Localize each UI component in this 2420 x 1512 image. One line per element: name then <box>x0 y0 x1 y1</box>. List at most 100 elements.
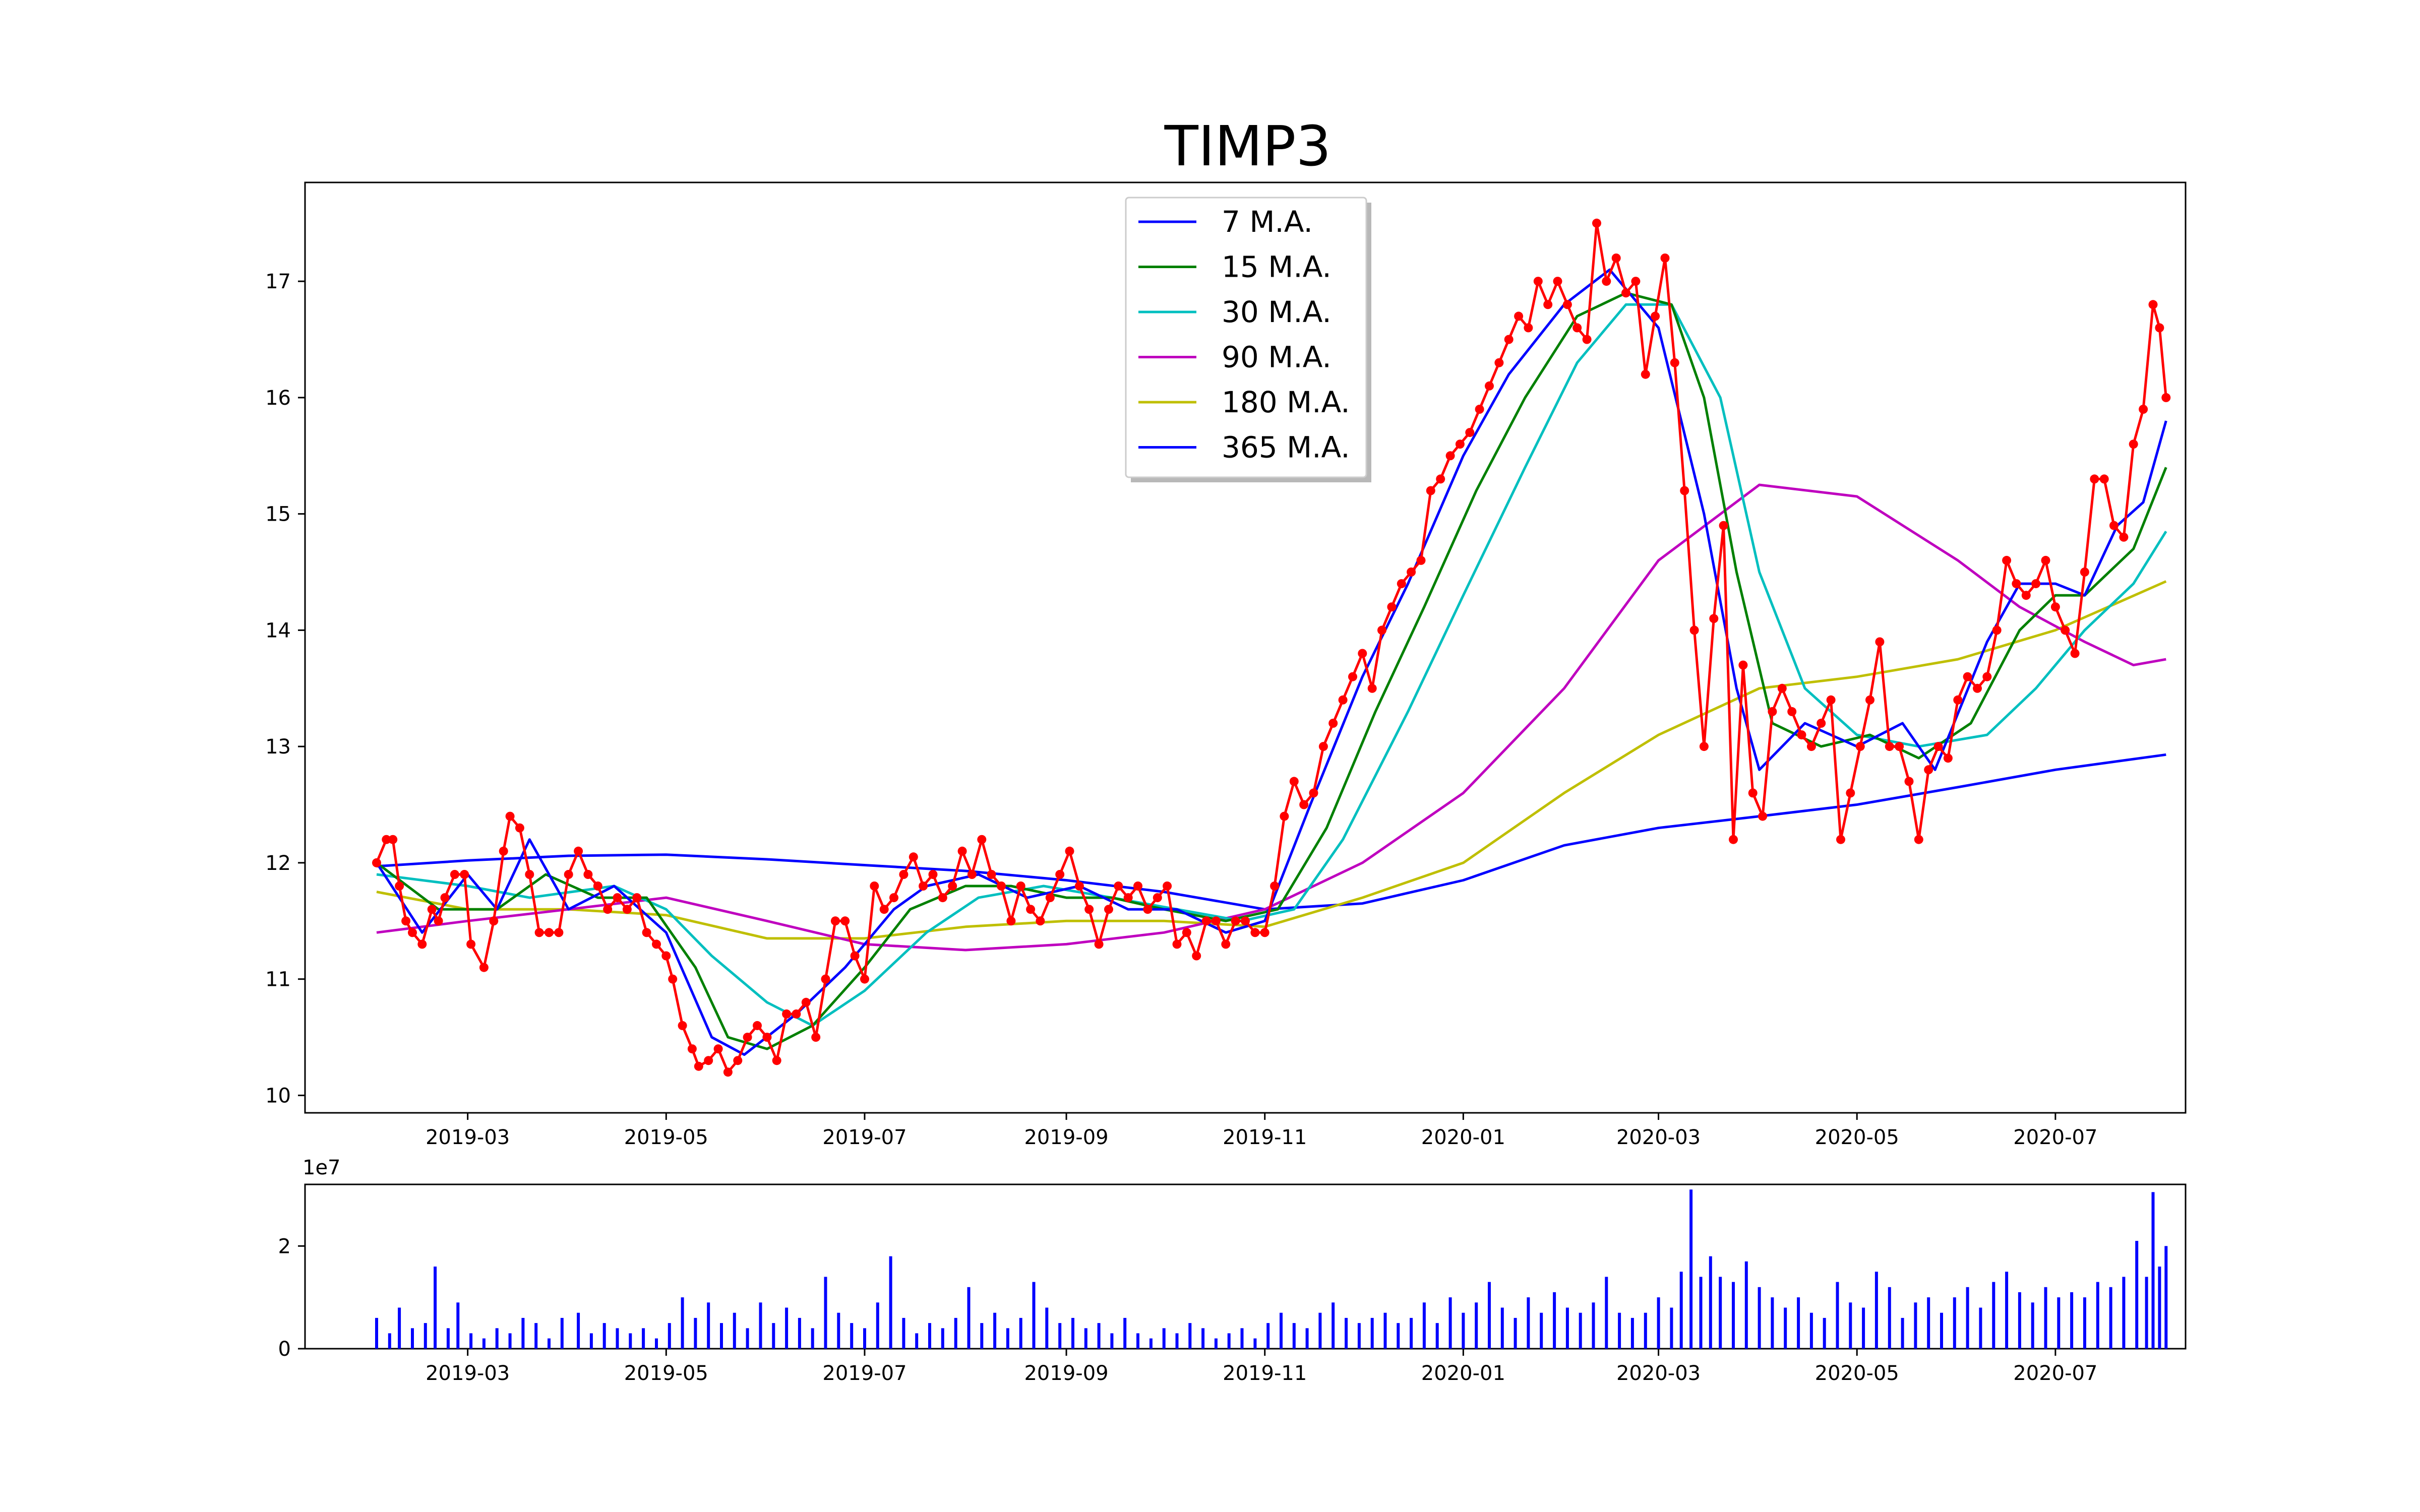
volume-bar <box>1227 1333 1231 1349</box>
volume-plot-frame <box>304 1183 2187 1350</box>
price-point <box>1826 695 1836 705</box>
series-line-ma90 <box>376 483 2166 952</box>
volume-bar <box>1488 1282 1491 1349</box>
volume-bar <box>1201 1328 1205 1349</box>
volume-bar <box>1605 1277 1608 1349</box>
volume-bar <box>876 1302 879 1349</box>
volume-bar <box>434 1267 437 1349</box>
price-point <box>1709 614 1719 623</box>
volume-bar <box>798 1317 801 1349</box>
price-point <box>1806 742 1816 751</box>
volume-bar <box>889 1256 892 1349</box>
volume-bar <box>993 1312 997 1349</box>
price-point <box>1973 683 1982 693</box>
price-point <box>1270 881 1280 891</box>
price-point <box>899 870 909 879</box>
price-point <box>1611 254 1621 263</box>
volume-bar <box>1836 1282 1839 1349</box>
volume-bar <box>2018 1292 2021 1349</box>
price-point <box>479 963 489 972</box>
price-point <box>1182 928 1191 937</box>
price-point <box>544 928 554 937</box>
price-point <box>723 1067 733 1077</box>
volume-x-tick-label: 2019-03 <box>426 1362 510 1385</box>
volume-bar <box>2070 1292 2074 1349</box>
price-point <box>840 916 850 926</box>
price-point <box>450 870 459 879</box>
price-point <box>466 939 476 949</box>
price-point <box>505 811 515 821</box>
x-tick-label: 2020-01 <box>1421 1126 1505 1149</box>
y-tick-label: 14 <box>265 619 291 642</box>
price-point <box>1719 521 1728 530</box>
price-point <box>1982 672 1992 681</box>
price-point <box>1543 300 1553 309</box>
volume-bar <box>2158 1267 2161 1349</box>
volume-bar <box>1332 1302 1335 1349</box>
price-point <box>401 916 411 926</box>
chart-title: TIMP3 <box>1164 114 1332 178</box>
volume-bar <box>980 1323 984 1349</box>
price-point <box>1777 683 1787 693</box>
volume-bar <box>2145 1277 2148 1349</box>
legend-label-ma365: 365 M.A. <box>1222 430 1350 465</box>
price-point <box>1250 928 1260 937</box>
volume-x-tick-label: 2020-03 <box>1616 1362 1701 1385</box>
volume-bar <box>589 1333 593 1349</box>
price-point <box>1787 707 1797 716</box>
volume-bar <box>1006 1328 1009 1349</box>
price-point <box>613 893 622 903</box>
volume-bar <box>1292 1323 1296 1349</box>
price-point <box>1045 893 1055 903</box>
volume-bar <box>941 1328 944 1349</box>
y-tick-label: 10 <box>265 1084 291 1107</box>
volume-x-tick-label: 2019-05 <box>624 1362 708 1385</box>
volume-bar <box>1097 1323 1101 1349</box>
price-point <box>1328 719 1338 728</box>
volume-bar <box>616 1328 619 1349</box>
y-tick-label: 13 <box>265 735 291 759</box>
price-point <box>1280 811 1289 821</box>
price-point <box>1875 637 1885 647</box>
price-point <box>1885 742 1894 751</box>
price-point <box>1084 905 1094 914</box>
price-point <box>2139 405 2148 414</box>
price-point <box>417 939 427 949</box>
price-point <box>642 928 651 937</box>
price-point <box>2090 474 2099 484</box>
price-point <box>1201 916 1211 926</box>
legend-label-ma180: 180 M.A. <box>1222 385 1350 419</box>
price-point <box>1992 625 2002 635</box>
price-point <box>603 905 613 914</box>
volume-bar <box>1475 1302 1478 1349</box>
price-point <box>1231 916 1240 926</box>
x-tick-label: 2019-05 <box>624 1126 708 1149</box>
price-point <box>1065 846 1074 856</box>
volume-bar <box>482 1338 486 1349</box>
price-point <box>2050 602 2060 612</box>
volume-bar <box>2109 1287 2112 1349</box>
price-point <box>2129 439 2138 449</box>
volume-bar <box>642 1328 645 1349</box>
price-point <box>1768 707 1777 716</box>
series-line-ma15 <box>376 291 2167 1050</box>
volume-bar <box>1888 1287 1891 1349</box>
volume-bar <box>1670 1307 1673 1349</box>
y-tick-label: 17 <box>265 270 291 293</box>
price-point <box>1318 742 1328 751</box>
volume-x-tick-label: 2020-01 <box>1421 1362 1505 1385</box>
price-point <box>997 881 1006 891</box>
volume-bar <box>1188 1323 1192 1349</box>
price-point <box>1397 579 1406 589</box>
volume-bar <box>1823 1317 1826 1349</box>
price-point <box>1631 277 1641 286</box>
volume-bar <box>560 1317 564 1349</box>
price-point <box>1680 486 1689 495</box>
volume-bar <box>1175 1333 1179 1349</box>
price-point <box>870 881 879 891</box>
price-point <box>1485 381 1494 391</box>
price-point <box>1660 254 1670 263</box>
price-point <box>678 1021 687 1030</box>
volume-bar <box>1709 1256 1712 1349</box>
